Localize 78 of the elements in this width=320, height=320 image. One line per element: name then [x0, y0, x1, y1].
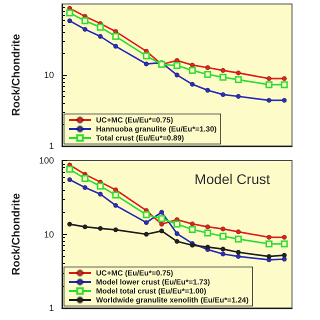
point [159, 210, 164, 215]
point [66, 9, 74, 16]
point [280, 240, 288, 248]
y-tick-label: 10 [44, 229, 54, 240]
point [174, 220, 180, 228]
y-axis-title: Rock/Chondrite [10, 34, 22, 116]
point [236, 70, 241, 76]
point [204, 229, 212, 236]
point [159, 222, 164, 227]
point [190, 82, 195, 87]
point [282, 76, 287, 82]
point [159, 228, 164, 234]
point [66, 166, 74, 173]
point [174, 238, 180, 244]
point [174, 72, 180, 78]
point [266, 81, 272, 88]
point [67, 177, 72, 182]
point [82, 17, 88, 24]
point [82, 175, 88, 182]
point [96, 182, 104, 190]
point [82, 224, 88, 230]
point [220, 68, 226, 73]
point [112, 32, 120, 40]
point [67, 18, 72, 24]
point [266, 254, 272, 259]
point [266, 76, 272, 82]
point [204, 70, 212, 78]
point [236, 94, 241, 99]
y-tick-label: 100 [38, 156, 54, 166]
point [113, 202, 118, 208]
y-axis-title: Rock/Chondrite [10, 193, 22, 276]
point [205, 88, 210, 93]
point [266, 234, 272, 240]
point [220, 246, 226, 252]
point [67, 222, 72, 227]
point [144, 220, 149, 226]
point [190, 221, 195, 226]
y-tick-label: 1 [48, 141, 54, 151]
point [282, 98, 287, 103]
point [113, 44, 118, 49]
point [113, 227, 118, 232]
point [82, 26, 88, 32]
point [96, 24, 104, 31]
point [234, 236, 242, 243]
point [205, 224, 210, 230]
point [142, 52, 150, 60]
y-tick-label: 1 [48, 303, 54, 313]
point [234, 76, 242, 84]
point [188, 226, 196, 233]
point [144, 61, 149, 67]
point [236, 229, 241, 234]
point [142, 211, 150, 218]
point [220, 226, 226, 232]
point [236, 254, 241, 259]
point [158, 215, 166, 222]
point [236, 250, 241, 255]
annotation: Model Crust [194, 171, 270, 187]
point [220, 232, 226, 240]
point [98, 226, 103, 231]
point [82, 184, 88, 190]
point [98, 34, 103, 39]
point [282, 234, 287, 240]
point [266, 240, 272, 248]
point [188, 66, 196, 74]
point [280, 81, 288, 88]
point [174, 231, 180, 236]
point [205, 65, 210, 70]
point [144, 232, 149, 237]
point [205, 244, 210, 250]
point [220, 251, 226, 257]
point [98, 192, 103, 197]
point [220, 74, 226, 81]
point [112, 192, 120, 199]
point [220, 92, 226, 98]
point [282, 252, 287, 258]
point [266, 98, 272, 103]
point [174, 62, 180, 70]
y-tick-label: 10 [44, 70, 54, 80]
